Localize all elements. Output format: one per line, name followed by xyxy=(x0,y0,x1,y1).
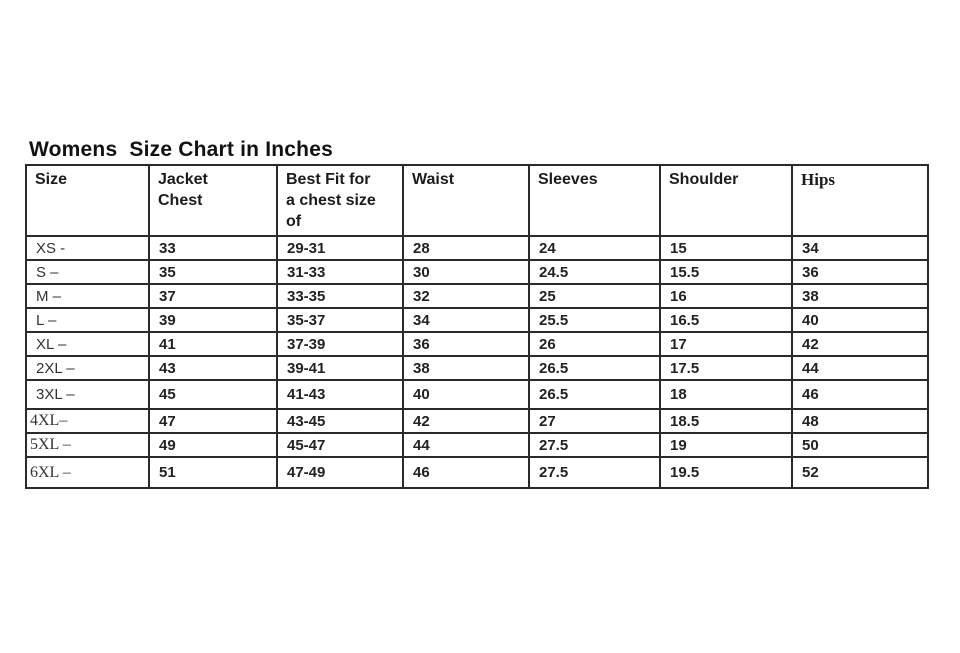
table-row: S –35 31-33 30 24.5 15.5 36 xyxy=(25,259,929,285)
value-cell: 44 xyxy=(402,432,530,458)
value-cell: 29-31 xyxy=(276,235,404,261)
table-row: L –39 35-37 34 25.5 16.5 40 xyxy=(25,307,929,333)
table-row: 2XL –43 39-41 38 26.5 17.5 44 xyxy=(25,355,929,381)
table-row: XS -33 29-31 28 24 15 34 xyxy=(25,235,929,261)
value-cell: 15.5 xyxy=(659,259,793,285)
value-cell: 47 xyxy=(148,408,278,434)
page-title: Womens Size Chart in Inches xyxy=(29,138,333,161)
size-cell: XS - xyxy=(25,235,150,261)
value-cell: 15 xyxy=(659,235,793,261)
size-cell: 3XL – xyxy=(25,379,150,410)
value-cell: 36 xyxy=(791,259,929,285)
value-cell: 41 xyxy=(148,331,278,357)
value-cell: 44 xyxy=(791,355,929,381)
size-cell: M – xyxy=(25,283,150,309)
value-cell: 39 xyxy=(148,307,278,333)
value-cell: 24 xyxy=(528,235,661,261)
value-cell: 33 xyxy=(148,235,278,261)
header-cell-size: Size xyxy=(25,164,150,237)
table-row: 5XL –49 45-47 44 27.5 19 50 xyxy=(25,432,929,458)
value-cell: 26 xyxy=(528,331,661,357)
size-cell: XL – xyxy=(25,331,150,357)
value-cell: 43-45 xyxy=(276,408,404,434)
value-cell: 32 xyxy=(402,283,530,309)
size-cell: 4XL– xyxy=(25,408,150,434)
size-cell: L – xyxy=(25,307,150,333)
value-cell: 42 xyxy=(402,408,530,434)
value-cell: 28 xyxy=(402,235,530,261)
value-cell: 38 xyxy=(402,355,530,381)
size-cell: 6XL – xyxy=(25,456,150,489)
value-cell: 17.5 xyxy=(659,355,793,381)
header-cell-best-fit-for-a-chest-size-of: Best Fit for a chest size of xyxy=(276,164,404,237)
header-cell-jacket-chest: Jacket Chest xyxy=(148,164,278,237)
value-cell: 40 xyxy=(791,307,929,333)
header-cell-sleeves: Sleeves xyxy=(528,164,661,237)
value-cell: 34 xyxy=(791,235,929,261)
value-cell: 25 xyxy=(528,283,661,309)
value-cell: 50 xyxy=(791,432,929,458)
header-cell-shoulder: Shoulder xyxy=(659,164,793,237)
value-cell: 40 xyxy=(402,379,530,410)
value-cell: 52 xyxy=(791,456,929,489)
value-cell: 26.5 xyxy=(528,355,661,381)
value-cell: 19 xyxy=(659,432,793,458)
value-cell: 36 xyxy=(402,331,530,357)
value-cell: 31-33 xyxy=(276,259,404,285)
value-cell: 33-35 xyxy=(276,283,404,309)
value-cell: 27.5 xyxy=(528,432,661,458)
header-row: Size Jacket Chest Best Fit for a chest siz… xyxy=(25,164,929,237)
value-cell: 46 xyxy=(791,379,929,410)
value-cell: 18.5 xyxy=(659,408,793,434)
value-cell: 46 xyxy=(402,456,530,489)
value-cell: 16 xyxy=(659,283,793,309)
value-cell: 27.5 xyxy=(528,456,661,489)
value-cell: 45-47 xyxy=(276,432,404,458)
size-cell: 2XL – xyxy=(25,355,150,381)
value-cell: 39-41 xyxy=(276,355,404,381)
value-cell: 42 xyxy=(791,331,929,357)
table-row: XL –41 37-39 36 26 17 42 xyxy=(25,331,929,357)
value-cell: 37-39 xyxy=(276,331,404,357)
value-cell: 17 xyxy=(659,331,793,357)
value-cell: 43 xyxy=(148,355,278,381)
value-cell: 30 xyxy=(402,259,530,285)
table-row: 4XL– 47 43-45 42 27 18.5 48 xyxy=(25,408,929,434)
size-chart-table: Size Jacket Chest Best Fit for a chest siz… xyxy=(25,164,929,489)
value-cell: 34 xyxy=(402,307,530,333)
value-cell: 41-43 xyxy=(276,379,404,410)
size-cell: 5XL – xyxy=(25,432,150,458)
header-cell-hips: Hips xyxy=(791,164,929,237)
value-cell: 26.5 xyxy=(528,379,661,410)
value-cell: 45 xyxy=(148,379,278,410)
value-cell: 35-37 xyxy=(276,307,404,333)
value-cell: 19.5 xyxy=(659,456,793,489)
value-cell: 38 xyxy=(791,283,929,309)
value-cell: 47-49 xyxy=(276,456,404,489)
value-cell: 16.5 xyxy=(659,307,793,333)
value-cell: 25.5 xyxy=(528,307,661,333)
value-cell: 27 xyxy=(528,408,661,434)
size-cell: S – xyxy=(25,259,150,285)
value-cell: 35 xyxy=(148,259,278,285)
table-row: M –37 33-35 32 25 16 38 xyxy=(25,283,929,309)
value-cell: 24.5 xyxy=(528,259,661,285)
value-cell: 49 xyxy=(148,432,278,458)
header-cell-waist: Waist xyxy=(402,164,530,237)
value-cell: 48 xyxy=(791,408,929,434)
value-cell: 51 xyxy=(148,456,278,489)
value-cell: 18 xyxy=(659,379,793,410)
value-cell: 37 xyxy=(148,283,278,309)
table-row: 3XL –45 41-43 40 26.5 18 46 xyxy=(25,379,929,410)
table-row: 6XL –51 47-49 46 27.5 19.5 52 xyxy=(25,456,929,489)
